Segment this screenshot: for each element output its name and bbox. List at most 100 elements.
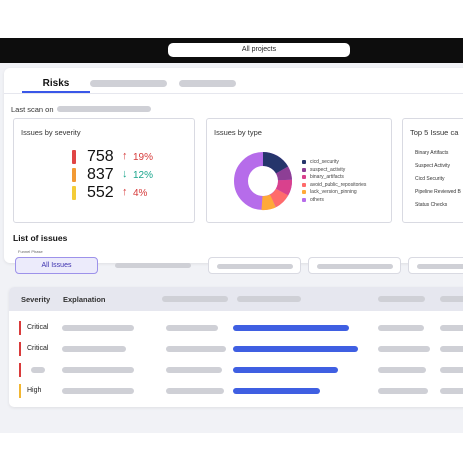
legend-label: avoid_public_repositories	[310, 181, 367, 188]
legend-swatch	[302, 190, 306, 194]
filter-label: Funnel Phase	[18, 249, 43, 254]
table-row[interactable]: Critical	[9, 339, 463, 360]
legend-label: lack_version_pinning	[310, 189, 357, 195]
last-scan-label: Last scan on	[11, 105, 54, 114]
tab-risks[interactable]: Risks	[42, 78, 70, 89]
issues-by-severity-card: Issues by severity 758 ↑ 19% 837 ↓ 12% 5…	[13, 118, 195, 223]
donut-segment-avoid-public-repositories	[269, 188, 289, 208]
top5-item: Pipeline Reviewed B	[415, 189, 461, 195]
top-bar: All projects	[0, 38, 463, 63]
table-row[interactable]: High	[9, 381, 463, 402]
legend-swatch	[302, 167, 306, 172]
cell-placeholder	[378, 367, 426, 373]
column-header-placeholder[interactable]	[237, 296, 301, 302]
severity-indicator	[19, 342, 21, 356]
severity-indicator	[19, 321, 21, 335]
legend-item: avoid_public_repositories	[302, 182, 366, 190]
legend-label: suspect_activity	[310, 166, 346, 173]
legend-label: binary_artifacts	[310, 174, 344, 180]
donut-segment-binary-artifacts	[275, 179, 292, 196]
column-header-placeholder[interactable]	[440, 296, 463, 302]
column-header-explanation[interactable]: Explanation	[63, 295, 106, 304]
severity-count: 837	[87, 166, 114, 183]
legend-label: cicd_security	[310, 159, 339, 165]
legend-item: binary_artifacts	[302, 174, 366, 182]
cell-placeholder	[166, 346, 226, 352]
table-row[interactable]: Critical	[9, 318, 463, 339]
cell-placeholder	[166, 388, 224, 394]
column-header-placeholder[interactable]	[162, 296, 228, 302]
cell-placeholder	[378, 346, 430, 352]
filter-button[interactable]	[109, 257, 199, 274]
top5-item: Status Checks	[415, 202, 448, 208]
active-tab-indicator	[22, 91, 90, 93]
issues-by-type-card: Issues by type cicd_security suspect_act…	[206, 118, 392, 223]
explanation-placeholder	[62, 367, 134, 373]
progress-bar	[233, 388, 320, 394]
severity-color-bar	[72, 168, 76, 182]
table-header: Severity Explanation	[9, 287, 463, 311]
explanation-placeholder	[62, 325, 134, 331]
donut-segment-lack-version-pinning	[261, 194, 276, 211]
all-issues-filter-button[interactable]: All Issues	[15, 257, 98, 274]
donut-segment-cicd-security	[262, 152, 289, 174]
severity-count: 758	[87, 148, 114, 165]
legend-swatch	[302, 182, 306, 187]
column-header-severity[interactable]: Severity	[21, 295, 51, 304]
card-title: Top 5 Issue ca	[410, 128, 459, 137]
progress-bar	[233, 367, 338, 373]
legend-item: others	[302, 197, 366, 205]
filter-placeholder	[417, 264, 463, 269]
issues-by-type-donut	[234, 152, 292, 211]
legend-swatch	[302, 160, 306, 164]
explanation-placeholder	[62, 388, 134, 394]
filter-button[interactable]	[408, 257, 463, 274]
card-title: Issues by type	[214, 128, 262, 137]
cell-placeholder	[378, 388, 428, 394]
donut-segment-suspect-activity	[275, 166, 292, 181]
filter-button[interactable]	[208, 257, 301, 274]
row-severity: Critical	[27, 345, 49, 352]
filter-button[interactable]	[308, 257, 401, 274]
top5-item: Binary Artifacts	[415, 150, 449, 156]
trend-percent: 4%	[133, 188, 148, 199]
severity-color-bar	[72, 150, 76, 164]
tab-bar: Risks	[4, 68, 463, 94]
column-header-placeholder[interactable]	[378, 296, 425, 302]
filter-placeholder	[115, 263, 191, 268]
cell-placeholder	[440, 325, 463, 331]
legend-swatch	[302, 175, 306, 179]
cell-placeholder	[440, 367, 463, 373]
trend-percent: 12%	[133, 170, 154, 181]
cell-placeholder	[166, 325, 218, 331]
app-window: All projects Risks Last scan on Issues b…	[0, 38, 463, 433]
risks-panel: Risks Last scan on Issues by severity 75…	[4, 68, 463, 263]
progress-bar	[233, 325, 349, 331]
severity-indicator	[19, 363, 21, 377]
legend-item: cicd_security	[302, 159, 366, 167]
trend-arrow-icon: ↓	[122, 168, 128, 180]
row-severity: High	[27, 387, 42, 394]
tab-placeholder[interactable]	[179, 80, 236, 87]
card-title: Issues by severity	[21, 128, 81, 137]
project-selector[interactable]: All projects	[168, 43, 350, 57]
cell-placeholder	[378, 325, 424, 331]
legend-label: others	[310, 196, 324, 203]
severity-placeholder	[31, 367, 45, 373]
tab-placeholder[interactable]	[90, 80, 167, 87]
severity-indicator	[19, 384, 21, 398]
cell-placeholder	[440, 388, 463, 394]
severity-count: 552	[87, 184, 114, 201]
legend-swatch	[302, 197, 306, 202]
explanation-placeholder	[62, 346, 126, 352]
filter-placeholder	[317, 264, 393, 269]
cell-placeholder	[166, 367, 222, 373]
filter-placeholder	[217, 264, 293, 269]
last-scan-date-placeholder	[57, 106, 151, 112]
cell-placeholder	[440, 346, 463, 352]
trend-percent: 19%	[133, 152, 154, 163]
legend-item: lack_version_pinning	[302, 189, 366, 197]
issues-table: Severity Explanation Critical Critical	[9, 287, 463, 407]
severity-color-bar	[72, 186, 76, 200]
table-row[interactable]	[9, 360, 463, 381]
